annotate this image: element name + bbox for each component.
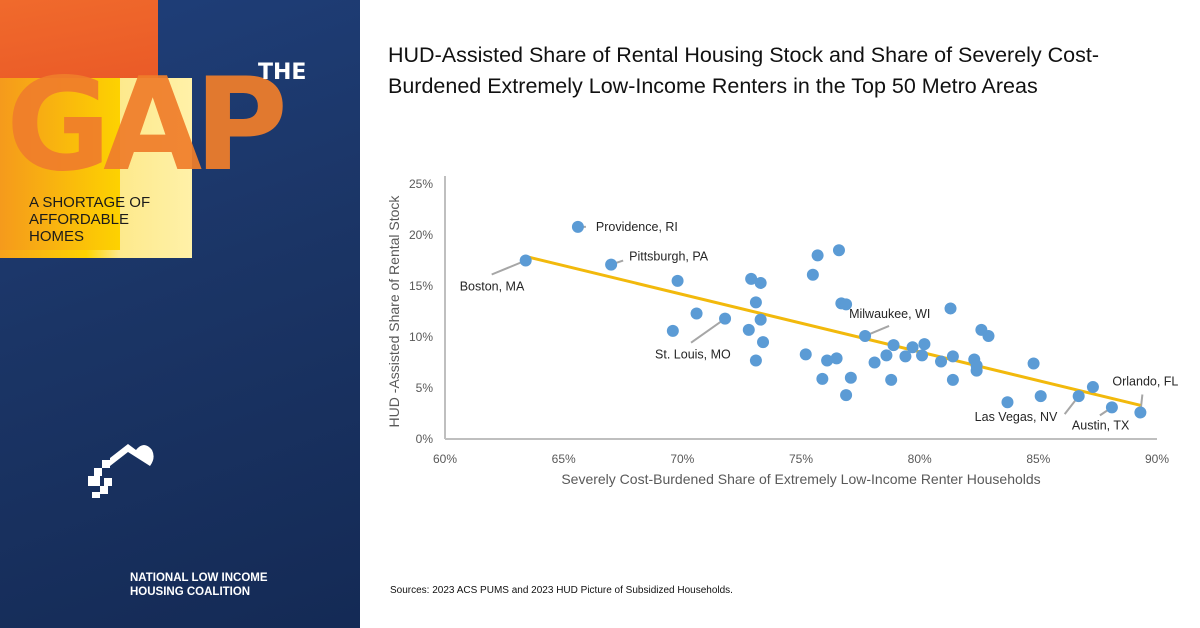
chart-title: HUD-Assisted Share of Rental Housing Sto… — [388, 43, 1100, 98]
data-point — [690, 307, 703, 320]
cover-subtitle: A SHORTAGE OF AFFORDABLE HOMES — [29, 194, 151, 245]
x-tick-label: 75% — [789, 452, 813, 466]
point-label: Pittsburgh, PA — [629, 250, 709, 264]
data-point — [982, 329, 995, 342]
data-point — [885, 373, 898, 386]
point-label: Las Vegas, NV — [975, 410, 1058, 424]
data-point — [880, 349, 893, 362]
data-point — [840, 298, 853, 311]
orange-block — [0, 0, 158, 80]
data-point — [811, 249, 824, 262]
data-point — [1001, 396, 1014, 409]
data-point — [868, 356, 881, 369]
point-label: Milwaukee, WI — [849, 307, 930, 321]
y-tick-label: 15% — [409, 279, 433, 293]
data-point — [719, 312, 732, 325]
x-tick-label: 65% — [552, 452, 576, 466]
leader-line — [690, 317, 726, 344]
data-point — [1027, 357, 1040, 370]
point-label: Boston, MA — [460, 280, 525, 294]
data-point — [806, 268, 819, 281]
point-label: Austin, TX — [1072, 418, 1130, 432]
leader-line — [491, 259, 527, 276]
data-point — [605, 258, 618, 271]
data-point — [844, 371, 857, 384]
data-point — [970, 359, 983, 372]
point-label: St. Louis, MO — [655, 348, 731, 362]
y-tick-label: 25% — [409, 177, 433, 191]
cover-panel: GAP THE A SHORTAGE OF AFFORDABLE HOMES N… — [0, 0, 360, 628]
data-point — [1134, 406, 1147, 419]
data-point — [519, 254, 532, 267]
source-note: Sources: 2023 ACS PUMS and 2023 HUD Pict… — [390, 585, 733, 596]
point-label: Providence, RI — [596, 220, 678, 234]
data-point — [840, 389, 853, 402]
y-tick-label: 20% — [409, 228, 433, 242]
org-name-line1: NATIONAL LOW INCOME — [130, 572, 268, 584]
data-point — [1086, 380, 1099, 393]
data-point — [916, 349, 929, 362]
org-name: NATIONAL LOW INCOME HOUSING COALITION — [130, 571, 268, 599]
data-point — [887, 339, 900, 352]
nlihc-logo-icon — [88, 444, 154, 498]
data-point — [859, 329, 872, 342]
x-axis-title: Severely Cost-Burdened Share of Extremel… — [561, 471, 1040, 487]
x-tick-label: 85% — [1026, 452, 1050, 466]
data-point — [906, 341, 919, 354]
data-point — [830, 352, 843, 365]
data-point — [742, 323, 755, 336]
y-tick-label: 10% — [409, 330, 433, 344]
data-point — [944, 302, 957, 315]
y-tick-label: 0% — [416, 432, 434, 446]
data-point — [571, 220, 584, 233]
data-point — [832, 244, 845, 257]
data-point — [946, 350, 959, 363]
y-axis-title: HUD -Assisted Share of Rental Stock — [386, 195, 402, 428]
y-tick-label: 5% — [416, 381, 434, 395]
data-point — [757, 336, 770, 349]
data-point — [745, 272, 758, 285]
data-point — [821, 354, 834, 367]
data-point — [1105, 401, 1118, 414]
the-wordmark: THE — [258, 60, 307, 85]
data-point — [1034, 390, 1047, 403]
org-name-line2: HOUSING COALITION — [130, 586, 251, 598]
data-point — [671, 274, 684, 287]
x-tick-label: 60% — [433, 452, 457, 466]
data-point — [749, 296, 762, 309]
data-point — [754, 276, 767, 289]
data-point — [1072, 390, 1085, 403]
gap-wordmark: GAP — [6, 51, 288, 200]
data-point — [899, 350, 912, 363]
data-point — [799, 348, 812, 361]
data-point — [935, 355, 948, 368]
data-point — [816, 372, 829, 385]
data-point — [918, 338, 931, 351]
trend-line — [525, 254, 1141, 407]
data-point — [666, 324, 679, 337]
x-tick-label: 70% — [670, 452, 694, 466]
yellow-inner-block — [0, 78, 120, 250]
data-point — [749, 354, 762, 367]
x-tick-label: 80% — [908, 452, 932, 466]
data-point — [946, 373, 959, 386]
point-label: Orlando, FL — [1112, 374, 1178, 388]
x-tick-label: 90% — [1145, 452, 1169, 466]
data-point — [754, 313, 767, 326]
